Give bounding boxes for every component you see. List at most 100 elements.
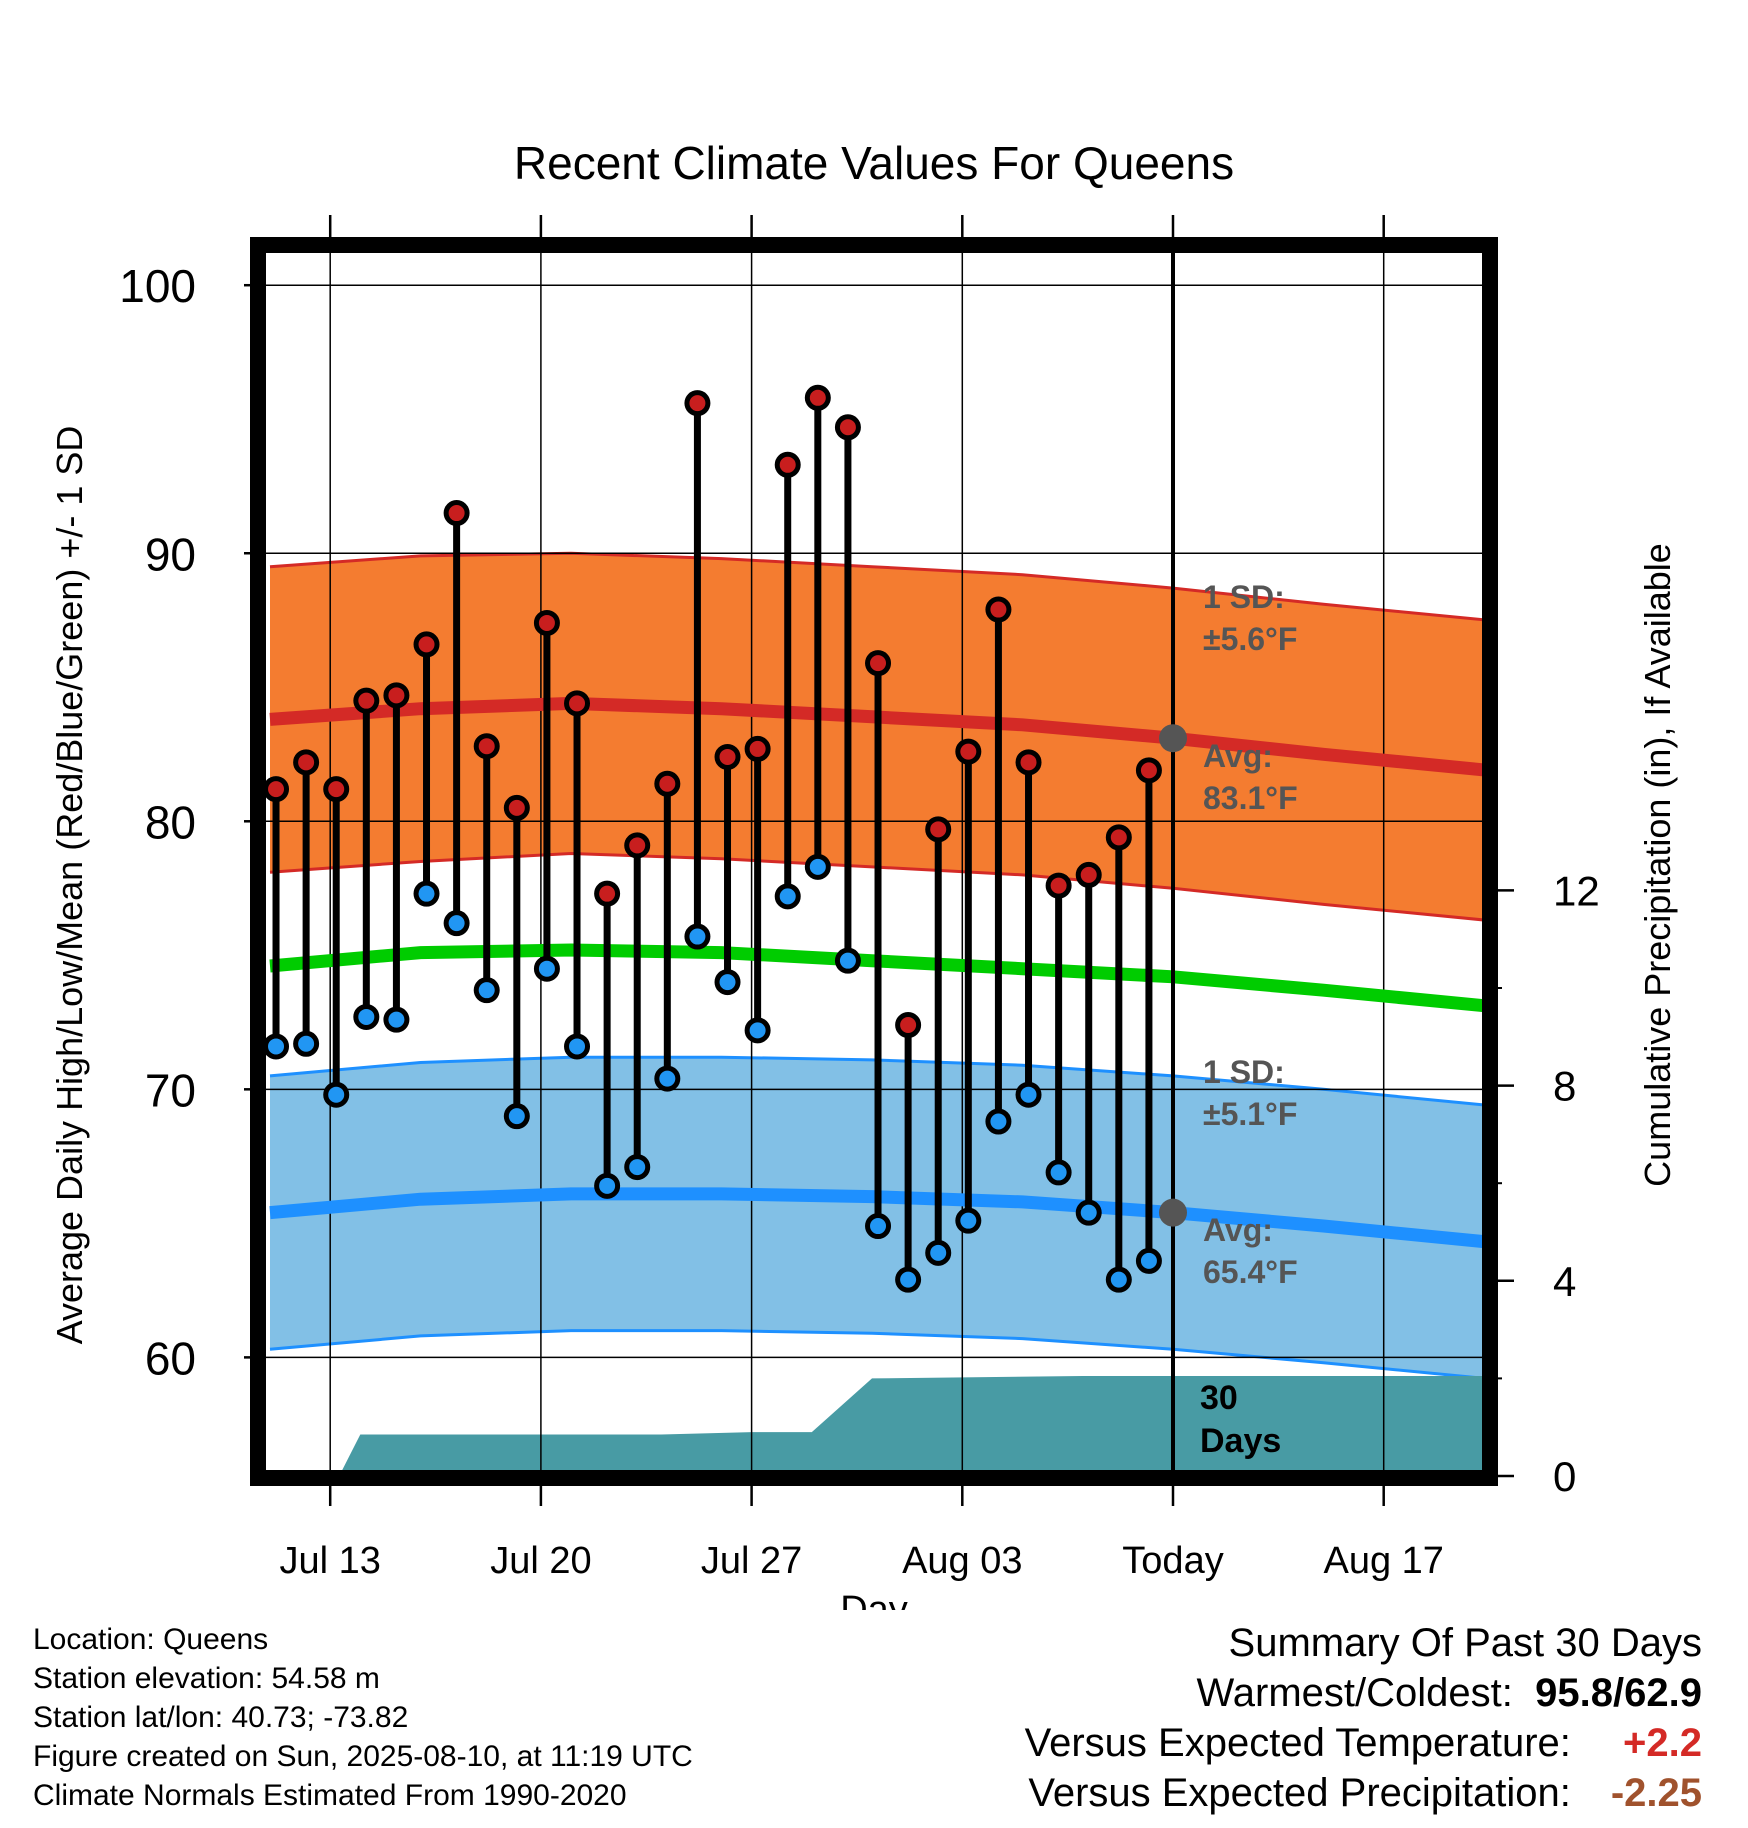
summary-title: Summary Of Past 30 Days [1228,1621,1702,1665]
precip-area [339,1376,1482,1478]
daily-high-point [266,776,290,803]
daily-low-point [533,955,560,982]
daily-high-point [413,631,440,658]
y-tick-label: 70 [145,1064,196,1116]
station-info: Location: Queens Station elevation: 54.5… [33,1620,693,1815]
daily-low-point [1075,1199,1102,1226]
daily-high-point [955,738,982,765]
daily-low-point [985,1108,1012,1135]
daily-low-point [925,1239,952,1266]
x-axis-label: Day [840,1589,908,1610]
precip-label: Versus Expected Precipitation: [1028,1771,1571,1815]
plot-area: 1 SD: ±5.6°F Avg: 83.1°F 1 SD: ±5.1°F Avg: 65.4… [119,215,1600,1582]
y-tick-label: 100 [119,260,196,312]
daily-high-point [473,733,500,760]
precip-period-label: 30 [1200,1379,1238,1417]
daily-high-point [1105,824,1132,851]
daily-low-point [1105,1266,1132,1293]
daily-high-point [985,596,1012,623]
daily-high-point [895,1012,922,1039]
daily-low-point [1045,1159,1072,1186]
daily-low-point [714,969,741,996]
high-avg-value: 83.1°F [1203,780,1298,816]
y2-tick-label: 0 [1553,1453,1576,1500]
x-tick-label: Jul 20 [490,1540,591,1582]
latlon-text: Station lat/lon: 40.73; -73.82 [33,1701,409,1734]
daily-high-point [804,384,831,411]
warm-cold-label: Warmest/Coldest: [1196,1671,1513,1715]
daily-high-point [714,743,741,770]
x-tick-label: Jul 13 [279,1540,380,1582]
daily-low-point [594,1172,621,1199]
daily-low-point [624,1154,651,1181]
today-high-avg-marker [1159,724,1187,753]
daily-high-point [443,500,470,527]
normal-mean-line [269,943,1482,1013]
y-axis-label: Average Daily High/Low/Mean (Red/Blue/Gr… [49,426,90,1345]
daily-high-point [383,682,410,709]
daily-high-point [1135,757,1162,784]
plot-inner: 1 SD: ±5.6°F Avg: 83.1°F 1 SD: ±5.1°F Avg: 65.4… [266,245,1482,1478]
normal-high-line [269,696,1482,777]
summary-temp: Versus Expected Temperature: +2.2 [1025,1718,1702,1768]
daily-low-point [383,1006,410,1033]
climate-chart: Recent Climate Values For Queens 1 SD: ±5… [49,137,1678,1610]
low-sd-value: ±5.1°F [1203,1096,1297,1132]
low-sd-label: 1 SD: [1203,1054,1285,1090]
warm-cold-value: 95.8/62.9 [1535,1671,1702,1715]
daily-low-point [684,923,711,950]
x-tick-label: Aug 17 [1323,1540,1443,1582]
daily-high-point [834,414,861,441]
daily-low-point [865,1213,892,1240]
daily-low-point [1135,1247,1162,1274]
daily-low-point [804,853,831,880]
daily-low-point [443,910,470,937]
precip-value: -2.25 [1610,1771,1702,1815]
y-tick-label: 90 [145,528,196,580]
daily-low-point [473,977,500,1004]
precip-period-unit: Days [1200,1422,1281,1460]
daily-low-point [266,1033,290,1060]
summary-precip: Versus Expected Precipitation: -2.25 [1025,1768,1702,1818]
chart-title: Recent Climate Values For Queens [514,137,1234,189]
daily-low-point [413,880,440,907]
daily-high-point [744,735,771,762]
daily-low-point [564,1033,591,1060]
daily-high-point [774,451,801,478]
daily-high-point [1015,749,1042,776]
low-avg-label: Avg: [1203,1212,1273,1248]
y-tick-label: 60 [145,1332,196,1384]
high-sd-upper-line [269,551,1482,622]
low-sd-lower-line [269,1329,1482,1380]
daily-high-point [323,776,350,803]
daily-high-point [564,690,591,717]
y2-axis-label: Cumulative Precipitation (in), If Availa… [1637,543,1678,1187]
x-tick-label: Today [1122,1540,1223,1582]
daily-high-point [353,687,380,714]
x-tick-label: Jul 27 [701,1540,802,1582]
daily-low-point [895,1266,922,1293]
daily-high-point [1045,872,1072,899]
high-sd-value: ±5.6°F [1203,621,1297,657]
daily-high-point [293,749,320,776]
normal-low-line [269,1187,1482,1248]
x-tick-label: Aug 03 [902,1540,1022,1582]
plot-frame [250,237,1498,1486]
daily-low-point [503,1103,530,1130]
temp-value: +2.2 [1623,1721,1702,1765]
summary-warm-cold: Warmest/Coldest: 95.8/62.9 [1025,1668,1703,1718]
low-sd-upper-line [269,1055,1482,1107]
y-tick-label: 80 [145,796,196,848]
daily-low-point [1015,1081,1042,1108]
normals-text: Climate Normals Estimated From 1990-2020 [33,1779,627,1812]
elevation-text: Station elevation: 54.58 m [33,1662,380,1695]
temp-label: Versus Expected Temperature: [1024,1721,1571,1765]
created-text: Figure created on Sun, 2025-08-10, at 11… [33,1740,693,1773]
daily-high-point [533,609,560,636]
location-text: Location: Queens [33,1623,269,1656]
daily-high-point [503,794,530,821]
high-sd-label: 1 SD: [1203,579,1285,615]
daily-low-point [834,947,861,974]
daily-low-point [744,1017,771,1044]
daily-low-point [654,1065,681,1092]
